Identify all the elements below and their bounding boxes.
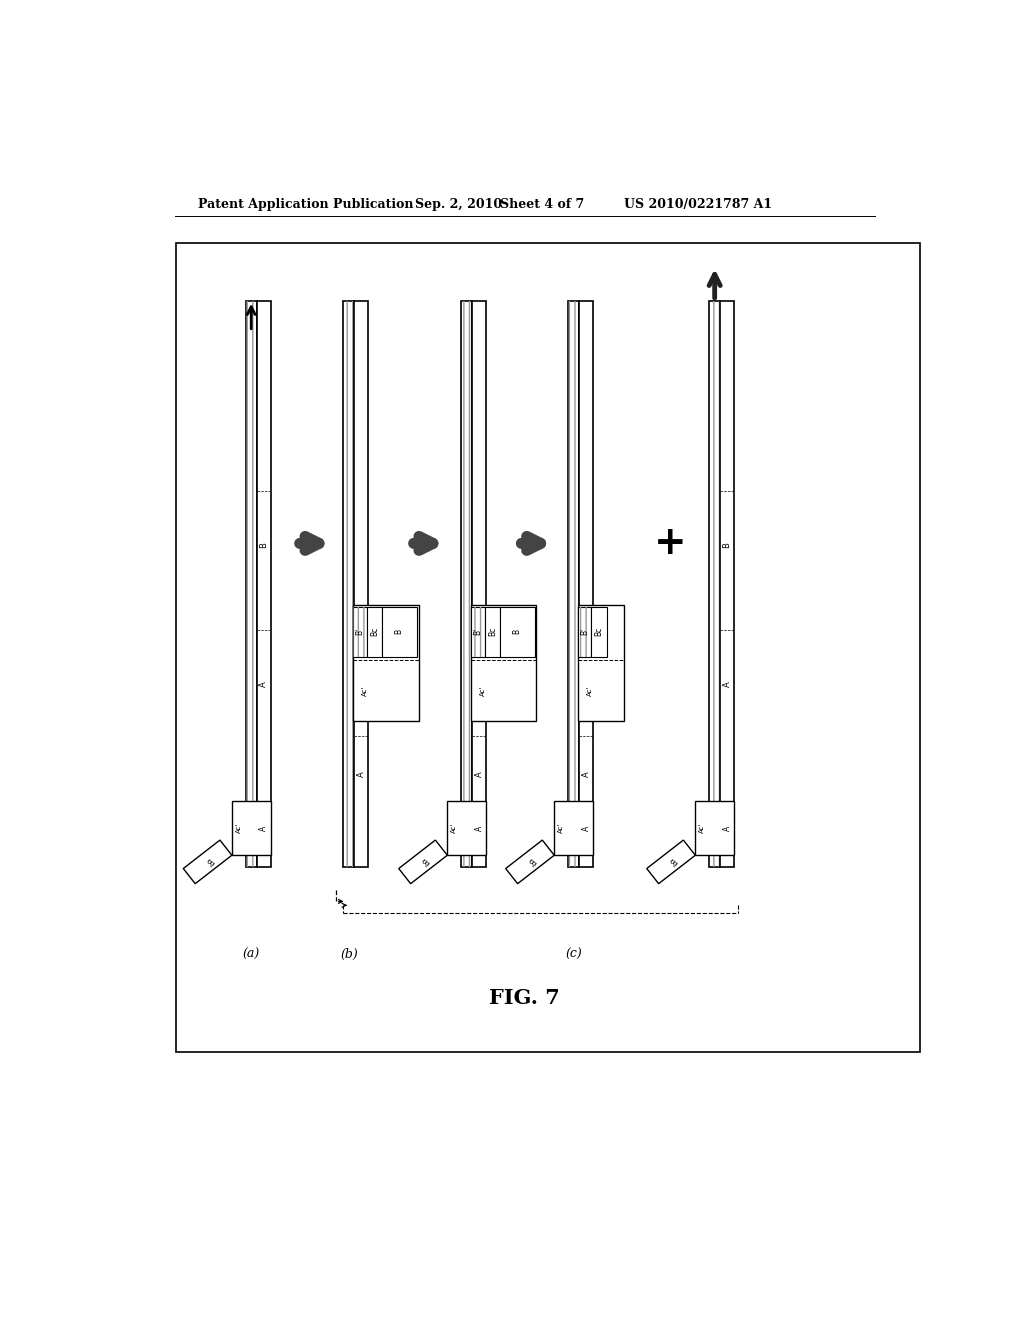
Bar — [554, 801, 593, 855]
Text: B': B' — [417, 857, 429, 867]
Polygon shape — [647, 840, 695, 883]
Text: Ac': Ac' — [587, 685, 593, 696]
Text: Ac': Ac' — [452, 824, 458, 833]
Bar — [461, 301, 472, 867]
Bar — [695, 801, 734, 855]
Bar — [447, 801, 486, 855]
Text: B': B' — [202, 857, 213, 867]
Text: Ac': Ac' — [362, 685, 369, 696]
Bar — [352, 607, 367, 657]
Text: A: A — [723, 826, 731, 830]
Bar — [352, 607, 367, 657]
Bar — [592, 607, 607, 657]
Bar — [343, 301, 354, 867]
Text: A: A — [723, 681, 731, 686]
Bar — [471, 607, 484, 657]
Text: Sheet 4 of 7: Sheet 4 of 7 — [500, 198, 585, 211]
Bar — [352, 605, 419, 721]
Text: A: A — [582, 826, 591, 830]
Bar — [578, 605, 624, 721]
Bar — [471, 605, 537, 721]
Text: FIG. 7: FIG. 7 — [489, 987, 560, 1007]
Bar — [246, 301, 257, 867]
Text: (b): (b) — [340, 948, 357, 961]
Text: Bc: Bc — [370, 627, 379, 636]
Bar — [257, 301, 270, 867]
Text: Bc: Bc — [595, 627, 604, 636]
Bar — [354, 301, 369, 867]
Bar — [484, 607, 500, 657]
Text: A: A — [582, 771, 591, 777]
Text: B': B' — [580, 628, 589, 635]
Bar — [578, 607, 592, 657]
Text: Ac': Ac' — [236, 824, 242, 833]
Bar — [720, 301, 734, 867]
Bar — [710, 301, 720, 867]
Polygon shape — [183, 840, 231, 883]
Bar — [471, 607, 484, 657]
Text: (a): (a) — [243, 948, 260, 961]
Text: B': B' — [473, 628, 482, 635]
Text: Ac': Ac' — [480, 685, 486, 696]
Bar — [568, 301, 579, 867]
Bar — [246, 301, 257, 867]
Bar — [500, 607, 535, 657]
Bar — [343, 301, 354, 867]
Text: Ac': Ac' — [558, 824, 564, 833]
Text: (c): (c) — [565, 948, 582, 961]
Bar — [231, 801, 270, 855]
Text: A: A — [474, 771, 483, 777]
Text: A: A — [474, 826, 483, 830]
Text: B': B' — [524, 857, 536, 867]
Bar — [461, 301, 472, 867]
Text: US 2010/0221787 A1: US 2010/0221787 A1 — [624, 198, 772, 211]
Bar — [382, 607, 417, 657]
Text: Bc: Bc — [487, 627, 497, 636]
Text: +: + — [654, 524, 687, 562]
Bar — [578, 607, 592, 657]
Text: A: A — [259, 681, 268, 686]
Bar — [472, 301, 486, 867]
Text: A: A — [259, 826, 268, 830]
Text: A: A — [356, 771, 366, 777]
Text: B: B — [723, 543, 731, 548]
Text: Ac': Ac' — [699, 824, 706, 833]
Text: Patent Application Publication: Patent Application Publication — [198, 198, 414, 211]
Text: B: B — [259, 543, 268, 548]
Bar — [579, 301, 593, 867]
Polygon shape — [506, 840, 554, 883]
Text: B': B' — [355, 628, 365, 635]
Text: Sep. 2, 2010: Sep. 2, 2010 — [415, 198, 502, 211]
Bar — [176, 243, 920, 1052]
Bar — [367, 607, 382, 657]
Polygon shape — [398, 840, 447, 883]
Text: B: B — [513, 630, 521, 634]
Text: B: B — [394, 630, 403, 634]
Bar — [710, 301, 720, 867]
Bar — [568, 301, 579, 867]
Text: B': B' — [666, 857, 677, 867]
